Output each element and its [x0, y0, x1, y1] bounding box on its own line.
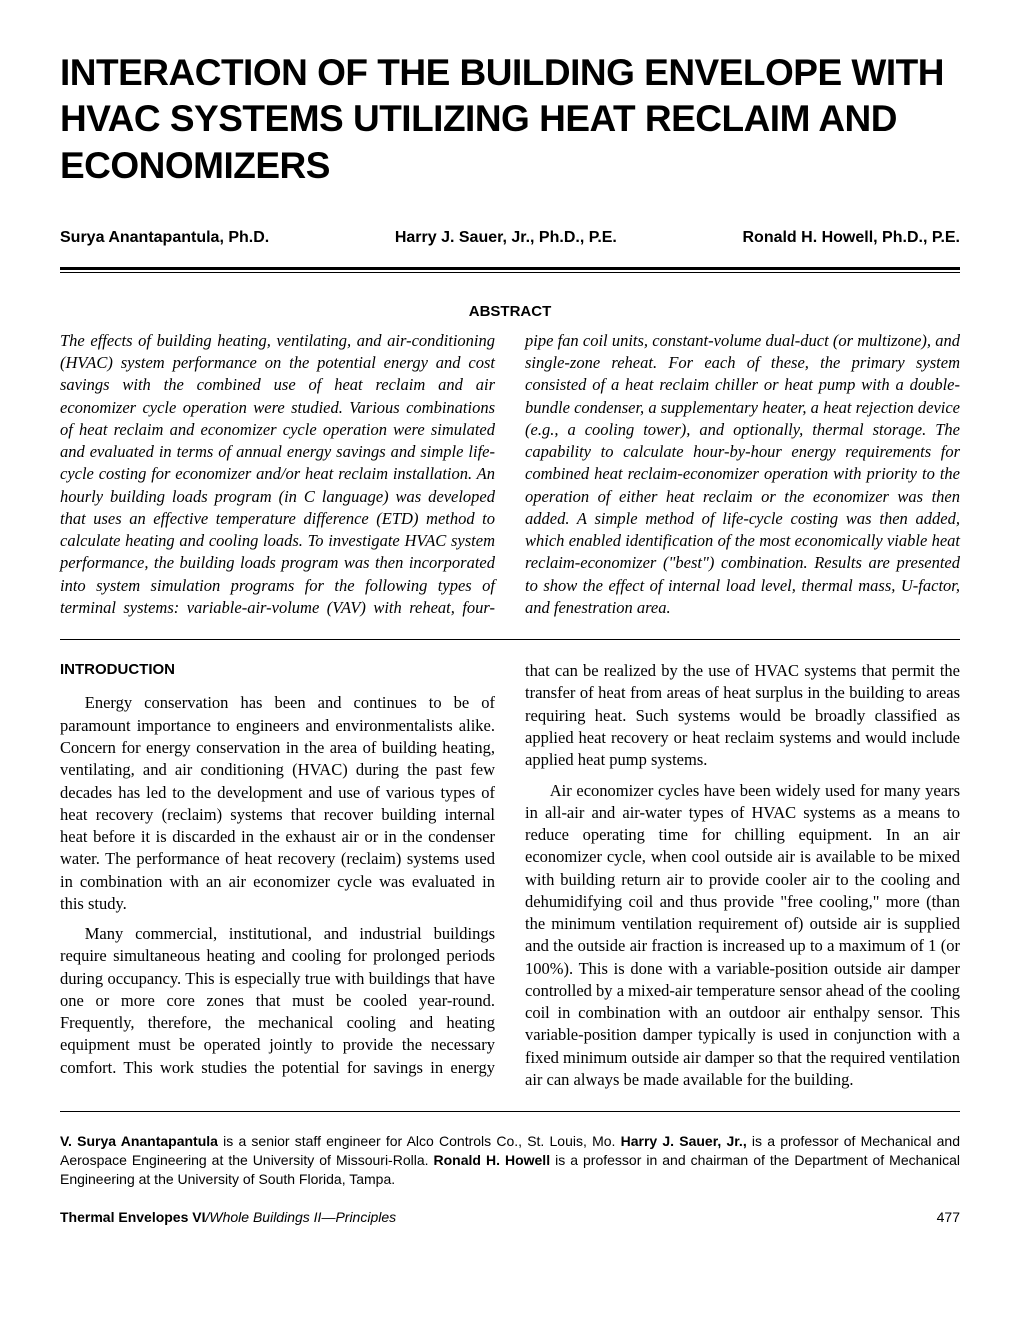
divider-double	[60, 267, 960, 273]
page-footer: Thermal Envelopes VI/Whole Buildings II—…	[60, 1209, 960, 1225]
author-bio: V. Surya Anantapantula is a senior staff…	[60, 1132, 960, 1189]
author-3: Ronald H. Howell, Ph.D., P.E.	[742, 229, 960, 247]
body-text: INTRODUCTION Energy conservation has bee…	[60, 660, 960, 1091]
bio-name-2: Harry J. Sauer, Jr.,	[621, 1133, 747, 1149]
intro-paragraph-3: Air economizer cycles have been widely u…	[525, 780, 960, 1092]
author-row: Surya Anantapantula, Ph.D. Harry J. Saue…	[60, 229, 960, 247]
bio-name-1: V. Surya Anantapantula	[60, 1133, 218, 1149]
paper-title: INTERACTION OF THE BUILDING ENVELOPE WIT…	[60, 50, 960, 189]
author-1: Surya Anantapantula, Ph.D.	[60, 229, 269, 247]
author-2: Harry J. Sauer, Jr., Ph.D., P.E.	[395, 229, 617, 247]
footer-journal-name: Thermal Envelopes VI	[60, 1209, 206, 1225]
divider-bio	[60, 1111, 960, 1112]
intro-heading: INTRODUCTION	[60, 660, 495, 680]
bio-name-3: Ronald H. Howell	[434, 1152, 551, 1168]
intro-paragraph-1: Energy conservation has been and continu…	[60, 692, 495, 915]
abstract-heading: ABSTRACT	[60, 303, 960, 320]
footer-section: /Whole Buildings II—Principles	[206, 1209, 397, 1225]
abstract-text: The effects of building heating, ventila…	[60, 330, 960, 619]
footer-journal: Thermal Envelopes VI/Whole Buildings II—…	[60, 1209, 396, 1225]
divider-single	[60, 639, 960, 640]
bio-text-1: is a senior staff engineer for Alco Cont…	[218, 1133, 621, 1149]
footer-page-number: 477	[937, 1209, 960, 1225]
